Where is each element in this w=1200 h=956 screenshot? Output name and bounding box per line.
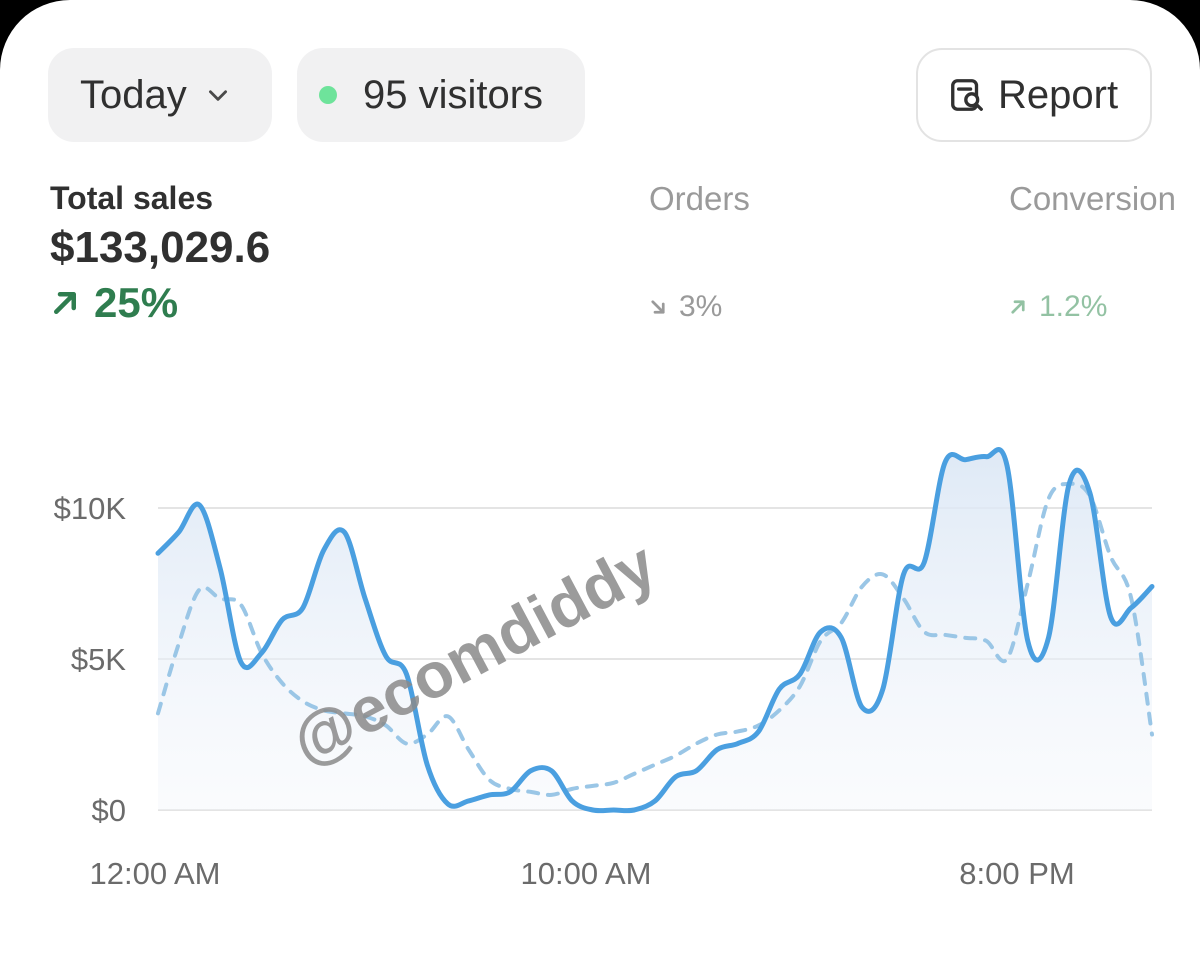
chart-series bbox=[155, 447, 1155, 814]
date-range-label: Today bbox=[80, 72, 187, 117]
y-axis-labels: $0 $5K $10K bbox=[54, 491, 127, 828]
total-sales-value: $133,029.6 bbox=[50, 223, 271, 272]
x-tick-label: 12:00 AM bbox=[90, 856, 221, 891]
total-sales-delta: 25% bbox=[50, 279, 270, 327]
report-search-icon bbox=[951, 79, 983, 111]
conversion-delta: 1.2% bbox=[1009, 290, 1107, 324]
metric-conversion[interactable]: Conversion 1.2% bbox=[1009, 180, 1176, 323]
report-button[interactable]: Report bbox=[916, 48, 1152, 142]
series-line-comparison[interactable] bbox=[156, 481, 1154, 797]
arrow-up-right-icon bbox=[54, 292, 76, 314]
arrow-up-right-icon bbox=[1011, 300, 1025, 314]
arrow-down-right-icon bbox=[651, 300, 665, 314]
series-line-today[interactable] bbox=[155, 447, 1155, 814]
toolbar: Today 95 visitors Report bbox=[0, 0, 1200, 150]
x-axis-labels: 12:00 AM 10:00 AM 8:00 PM bbox=[90, 856, 1075, 891]
conversion-label: Conversion bbox=[1009, 180, 1176, 217]
orders-label: Orders bbox=[649, 180, 750, 217]
metric-orders[interactable]: Orders 3% bbox=[649, 180, 750, 323]
y-tick-label: $5K bbox=[71, 642, 126, 677]
sales-line-chart[interactable]: $0$5K$10K 12:00 AM 10:00 AM 8:00 PM @ecomd… bbox=[0, 420, 1200, 920]
orders-delta-value: 3% bbox=[679, 290, 723, 323]
live-visitors-badge[interactable]: 95 visitors bbox=[297, 48, 585, 142]
x-tick-label: 8:00 PM bbox=[959, 856, 1074, 891]
report-button-label: Report bbox=[998, 72, 1119, 117]
metric-total-sales[interactable]: Total sales $133,029.6 25% bbox=[50, 180, 270, 327]
sales-area-fill bbox=[158, 449, 1152, 811]
live-visitors-label: 95 visitors bbox=[363, 72, 544, 117]
y-tick-label: $0 bbox=[92, 793, 126, 828]
orders-delta: 3% bbox=[649, 290, 722, 324]
total-sales-label: Total sales bbox=[50, 180, 214, 216]
live-status-dot bbox=[319, 86, 337, 104]
y-tick-label: $10K bbox=[54, 491, 127, 526]
conversion-delta-value: 1.2% bbox=[1039, 290, 1108, 323]
date-range-dropdown[interactable]: Today bbox=[48, 48, 272, 142]
x-tick-label: 10:00 AM bbox=[521, 856, 652, 891]
chevron-down-icon bbox=[208, 90, 227, 101]
total-sales-delta-value: 25% bbox=[94, 279, 179, 326]
